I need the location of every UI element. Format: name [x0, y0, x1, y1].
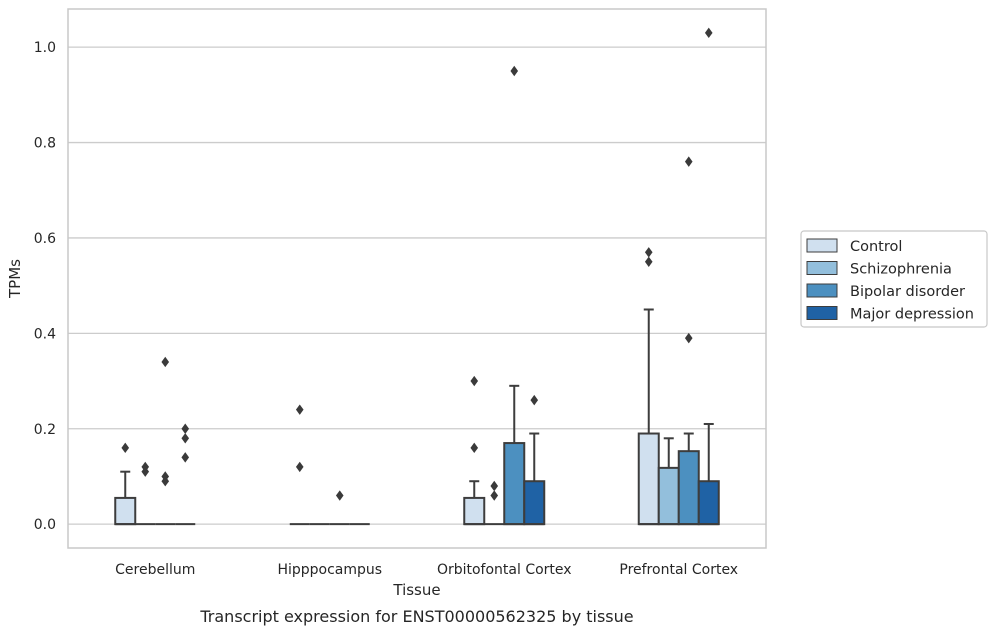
plot-area	[114, 27, 720, 526]
y-axis-ticks: 0.0 0.2 0.4 0.6 0.8 1.0	[34, 40, 56, 533]
outlier-point	[161, 471, 170, 482]
outlier-point	[470, 442, 479, 454]
box-bipolar-disorder	[155, 356, 176, 526]
outlier-point	[335, 490, 344, 501]
outlier-point	[490, 480, 499, 492]
box-body	[463, 496, 486, 526]
outlier-point	[644, 247, 653, 258]
legend-label: Control	[850, 239, 902, 255]
box-bipolar-disorder	[677, 156, 700, 526]
legend-label: Major depression	[850, 307, 974, 323]
y-tick-label: 0.8	[34, 136, 56, 152]
box-body	[697, 480, 720, 526]
box-bipolar-disorder	[503, 65, 526, 526]
box-body	[523, 480, 546, 526]
outlier-point	[161, 356, 170, 368]
outlier-point	[684, 156, 693, 167]
box-schizophrenia	[135, 461, 156, 526]
outlier-point	[684, 332, 693, 344]
outlier-point	[490, 490, 499, 501]
outlier-point	[510, 65, 519, 77]
legend-label: Bipolar disorder	[850, 284, 965, 300]
legend-swatch	[806, 283, 838, 298]
gridlines	[68, 46, 766, 525]
outlier-point	[530, 394, 539, 406]
y-tick-label: 0.0	[34, 517, 56, 533]
legend: Control Schizophrenia Bipolar disorder Majo…	[800, 230, 988, 328]
outlier-point	[181, 433, 190, 444]
y-tick-label: 0.2	[34, 422, 56, 438]
box-control	[637, 247, 660, 526]
box-body	[677, 450, 700, 526]
y-tick-label: 0.6	[34, 231, 56, 247]
x-tick-label: Prefrontal Cortex	[619, 562, 738, 578]
box-control	[289, 404, 310, 526]
box-bipolar-disorder	[329, 490, 350, 526]
x-tick-label: Cerebellum	[115, 562, 195, 578]
legend-box	[800, 230, 988, 328]
box-control	[463, 375, 486, 526]
box-body	[114, 496, 137, 526]
outlier-point	[644, 256, 653, 268]
legend-swatch	[806, 306, 838, 320]
x-axis-label: Tissue	[392, 581, 440, 599]
outlier-point	[470, 375, 479, 387]
box-control	[114, 442, 137, 526]
outlier-point	[181, 423, 190, 434]
plot-frame	[67, 8, 767, 549]
box-schizophrenia	[657, 437, 680, 526]
outlier-point	[181, 452, 190, 463]
chart-caption: Transcript expression for ENST0000056232…	[199, 607, 633, 626]
x-tick-label: Hipppocampus	[277, 562, 382, 578]
x-tick-label: Orbitofontal Cortex	[437, 562, 572, 578]
outlier-point	[295, 404, 304, 415]
outlier-point	[704, 27, 713, 39]
box-schizophrenia	[484, 480, 505, 526]
y-tick-label: 0.4	[34, 326, 56, 342]
y-axis-label: TPMs	[6, 259, 24, 299]
y-tick-label: 1.0	[34, 40, 56, 56]
outlier-point	[141, 461, 150, 473]
box-body	[637, 432, 660, 526]
box-major-depression	[175, 423, 196, 526]
legend-swatch	[806, 238, 838, 253]
box-major-depression	[523, 394, 546, 526]
box-body	[657, 466, 680, 526]
box-major-depression	[697, 27, 720, 526]
legend-label: Schizophrenia	[850, 262, 952, 278]
box-body	[503, 442, 526, 526]
outlier-point	[295, 461, 304, 473]
legend-swatch	[806, 261, 838, 275]
outlier-point	[121, 442, 130, 454]
x-axis-ticks: Cerebellum Hipppocampus Orbitofontal Corte…	[115, 562, 738, 578]
